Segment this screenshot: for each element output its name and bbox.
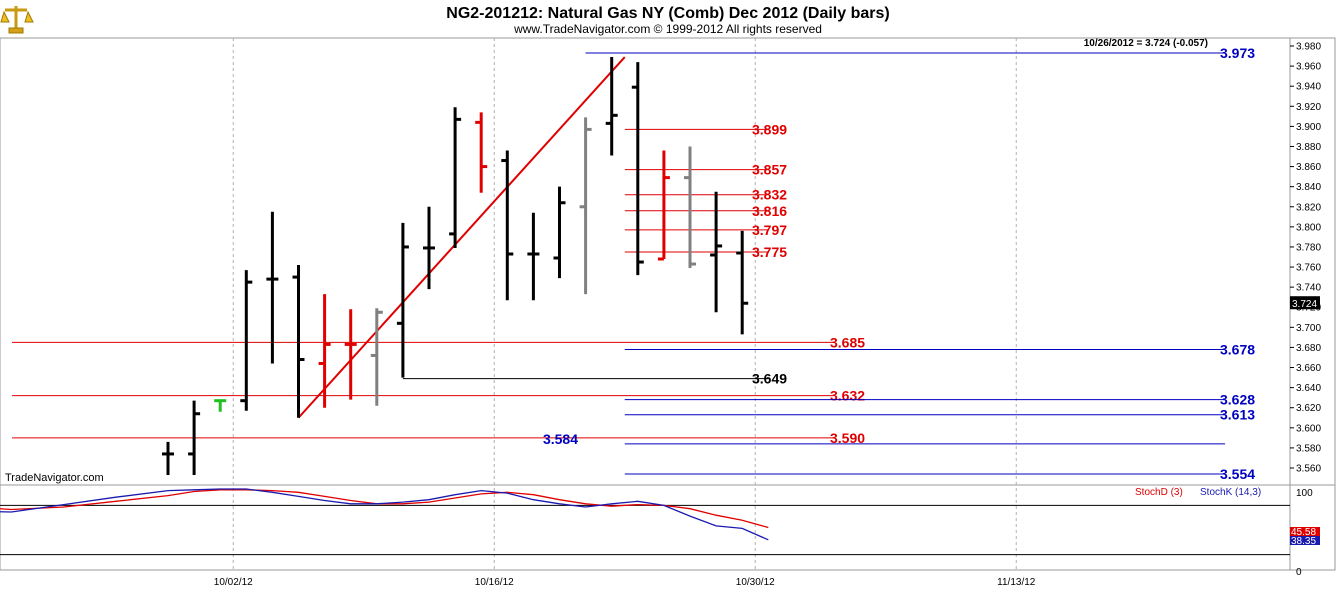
ohlc-bar <box>318 294 331 408</box>
osc-value-tag <box>1290 536 1320 545</box>
legend-stochk: StochK (14,3) <box>1200 487 1261 498</box>
x-tick-label: 10/02/12 <box>214 577 253 588</box>
ohlc-bar <box>501 150 514 301</box>
osc-value-label: 38.35 <box>1291 536 1316 547</box>
y-tick-label: 3.980 <box>1296 42 1321 53</box>
ohlc-bar <box>266 211 279 364</box>
y-tick-label: 3.580 <box>1296 443 1321 454</box>
ohlc-bar <box>396 222 409 378</box>
ohlc-bar <box>579 117 592 295</box>
ohlc-bar <box>370 308 383 406</box>
x-tick-label: 10/30/12 <box>736 577 775 588</box>
chart-subtitle: www.TradeNavigator.com © 1999-2012 All r… <box>513 22 822 36</box>
osc-panel <box>0 484 1291 571</box>
level-label: 3.554 <box>1220 466 1255 482</box>
ohlc-bar <box>292 265 305 418</box>
level-label: 3.584 <box>543 431 578 447</box>
y-tick-label: 3.800 <box>1296 222 1321 233</box>
price-bars <box>162 57 749 476</box>
y-tick-label: 3.780 <box>1296 242 1321 253</box>
x-tick-label: 11/13/12 <box>997 577 1036 588</box>
level-label: 3.899 <box>752 121 787 137</box>
y-tick-label: 3.960 <box>1296 62 1321 73</box>
ohlc-bar <box>423 206 435 290</box>
ohlc-bar <box>684 146 696 269</box>
level-label: 3.613 <box>1220 407 1255 423</box>
level-label: 3.628 <box>1220 392 1255 408</box>
y-tick-label: 3.560 <box>1296 464 1321 475</box>
ohlc-bar <box>605 57 618 156</box>
stoch-line <box>0 488 769 541</box>
level-label: 3.649 <box>752 371 787 387</box>
trendline <box>297 56 626 419</box>
y-tick-label: 3.920 <box>1296 102 1321 113</box>
ohlc-bar <box>527 212 540 301</box>
level-label: 3.857 <box>752 162 787 178</box>
ohlc-bar <box>553 186 566 279</box>
watermark: TradeNavigator.com <box>5 472 104 484</box>
level-label: 3.632 <box>830 388 865 404</box>
y-tick-label: 3.640 <box>1296 383 1321 394</box>
ohlc-bar <box>657 150 670 261</box>
level-label: 3.797 <box>752 222 787 238</box>
level-label: 3.775 <box>752 244 787 260</box>
y-tick-label: 3.880 <box>1296 142 1321 153</box>
level-label: 3.816 <box>752 203 787 219</box>
ohlc-bar <box>240 270 253 411</box>
level-label: 3.973 <box>1220 45 1255 61</box>
y-tick-label: 3.820 <box>1296 202 1321 213</box>
osc-value-tag <box>1290 527 1320 536</box>
y-tick-label: 3.620 <box>1296 403 1321 414</box>
chart-title: NG2-201212: Natural Gas NY (Comb) Dec 20… <box>446 5 889 22</box>
ohlc-bar <box>449 107 462 248</box>
ohlc-bar <box>344 309 357 400</box>
y-tick-label: 3.900 <box>1296 122 1321 133</box>
osc-tick-label: 100 <box>1296 488 1313 499</box>
last-price-tag: 3.724 <box>1290 296 1320 310</box>
y-tick-label: 3.600 <box>1296 423 1321 434</box>
y-tick-label: 3.660 <box>1296 363 1321 374</box>
y-tick-label: 3.740 <box>1296 283 1321 294</box>
y-tick-label: 3.840 <box>1296 182 1321 193</box>
ohlc-bar <box>710 191 723 313</box>
ohlc-bar <box>214 399 227 412</box>
level-label: 3.832 <box>752 187 787 203</box>
y-tick-label: 3.700 <box>1296 323 1321 334</box>
level-label: 3.685 <box>830 334 865 350</box>
stoch-line <box>0 489 769 529</box>
legend-stochd: StochD (3) <box>1135 487 1183 498</box>
price-readout: 10/26/2012 = 3.724 (-0.057) <box>1084 38 1208 49</box>
level-label: 3.678 <box>1220 341 1255 357</box>
ohlc-bar <box>162 441 174 476</box>
y-tick-label: 3.760 <box>1296 263 1321 274</box>
ohlc-bar <box>188 400 201 476</box>
ohlc-bar <box>631 62 644 276</box>
osc-tick-label: 0 <box>1296 567 1302 578</box>
y-tick-label: 3.860 <box>1296 162 1321 173</box>
x-tick-label: 10/16/12 <box>475 577 514 588</box>
scales-icon <box>0 0 34 34</box>
ohlc-bar <box>475 112 488 193</box>
date-axis: 10/02/12 10/16/12 10/30/12 11/13/12 <box>214 577 1036 588</box>
grid <box>232 38 1017 570</box>
trendline-segment <box>297 56 626 419</box>
last-price: 3.724 <box>1292 299 1317 310</box>
osc-value-label: 45.58 <box>1291 527 1316 538</box>
level-label: 3.590 <box>830 430 865 446</box>
y-tick-label: 3.940 <box>1296 82 1321 93</box>
ohlc-bar <box>736 230 749 335</box>
y-tick-label: 3.680 <box>1296 343 1321 354</box>
